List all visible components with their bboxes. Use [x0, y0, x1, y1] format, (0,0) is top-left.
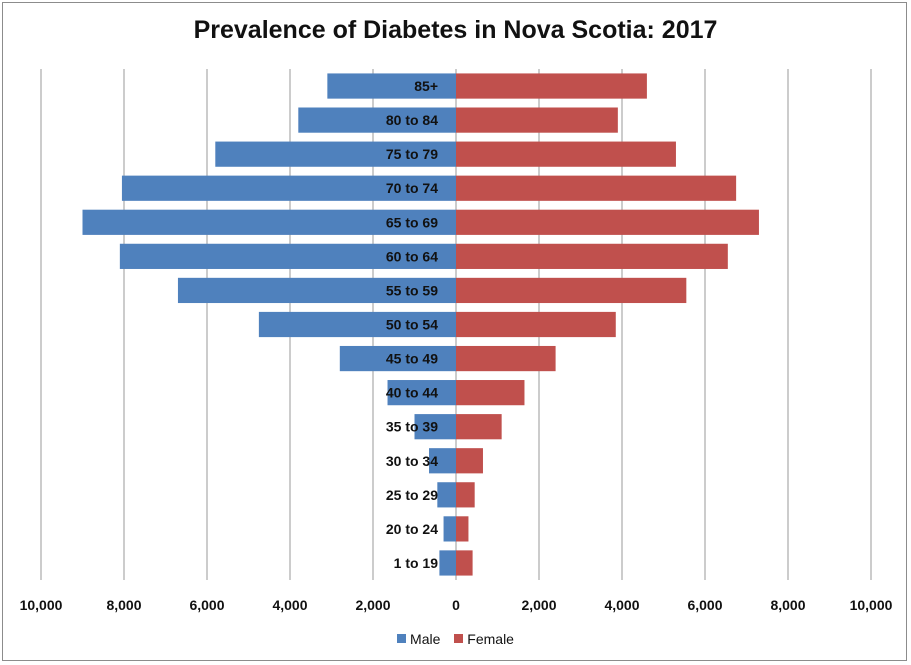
category-label: 1 to 19: [394, 555, 439, 571]
bar-female: [456, 482, 475, 508]
bar-female: [456, 107, 618, 133]
category-label: 60 to 64: [386, 248, 438, 264]
category-label: 70 to 74: [386, 180, 438, 196]
x-tick-label: 10,000: [850, 597, 893, 613]
legend-item-male: Male: [397, 631, 440, 647]
bar-female: [456, 209, 759, 235]
bar-male: [177, 277, 456, 304]
category-label: 30 to 34: [386, 453, 438, 469]
bar-male: [429, 448, 456, 474]
category-label: 20 to 24: [386, 521, 438, 537]
category-label: 45 to 49: [386, 351, 438, 367]
category-label: 55 to 59: [386, 282, 438, 298]
bar-male: [387, 380, 456, 406]
bar-male: [119, 243, 456, 269]
bar-male: [82, 209, 456, 235]
bar-female: [456, 141, 676, 167]
x-tick-label: 6,000: [189, 597, 224, 613]
category-label: 40 to 44: [386, 385, 438, 401]
bar-female: [456, 516, 469, 542]
legend-label-female: Female: [467, 630, 514, 647]
bar-female: [456, 345, 556, 372]
bar-male: [258, 311, 456, 338]
x-tick-label: 4,000: [272, 597, 307, 613]
x-tick-label: 6,000: [687, 597, 722, 613]
legend-swatch-female: [454, 634, 464, 643]
bar-female: [456, 311, 616, 338]
bar-female: [456, 175, 737, 201]
bar-female: [456, 414, 502, 440]
x-tick-label: 8,000: [770, 597, 805, 613]
bar-male: [121, 175, 457, 201]
category-label: 80 to 84: [386, 112, 438, 128]
x-tick-label: 10,000: [20, 597, 63, 613]
bar-male: [439, 550, 456, 576]
bar-female: [456, 277, 687, 304]
category-label: 75 to 79: [386, 146, 438, 162]
category-label: 50 to 54: [386, 317, 438, 333]
x-tick-label: 0: [452, 597, 460, 613]
x-tick-label: 4,000: [604, 597, 639, 613]
legend-label-male: Male: [410, 630, 441, 647]
bar-male: [339, 345, 456, 372]
legend-item-female: Female: [454, 631, 514, 647]
category-label: 35 to 39: [386, 419, 438, 435]
legend-swatch-male: [397, 634, 407, 643]
x-tick-label: 2,000: [355, 597, 390, 613]
bar-female: [456, 550, 473, 576]
bar-female: [456, 73, 647, 99]
x-tick-label: 2,000: [521, 597, 556, 613]
bar-male: [443, 516, 456, 542]
legend: Male Female: [0, 630, 911, 647]
category-label: 85+: [414, 78, 438, 94]
chart-title: Prevalence of Diabetes in Nova Scotia: 2…: [193, 16, 718, 44]
bar-female: [456, 380, 525, 406]
category-label: 25 to 29: [386, 487, 438, 503]
bar-male: [298, 107, 456, 133]
bar-male: [215, 141, 456, 167]
bar-female: [456, 243, 728, 269]
bar-male: [437, 482, 456, 508]
bar-male: [414, 414, 456, 440]
category-label: 65 to 69: [386, 214, 438, 230]
bar-female: [456, 448, 483, 474]
x-tick-label: 8,000: [106, 597, 141, 613]
bar-male: [327, 73, 456, 99]
